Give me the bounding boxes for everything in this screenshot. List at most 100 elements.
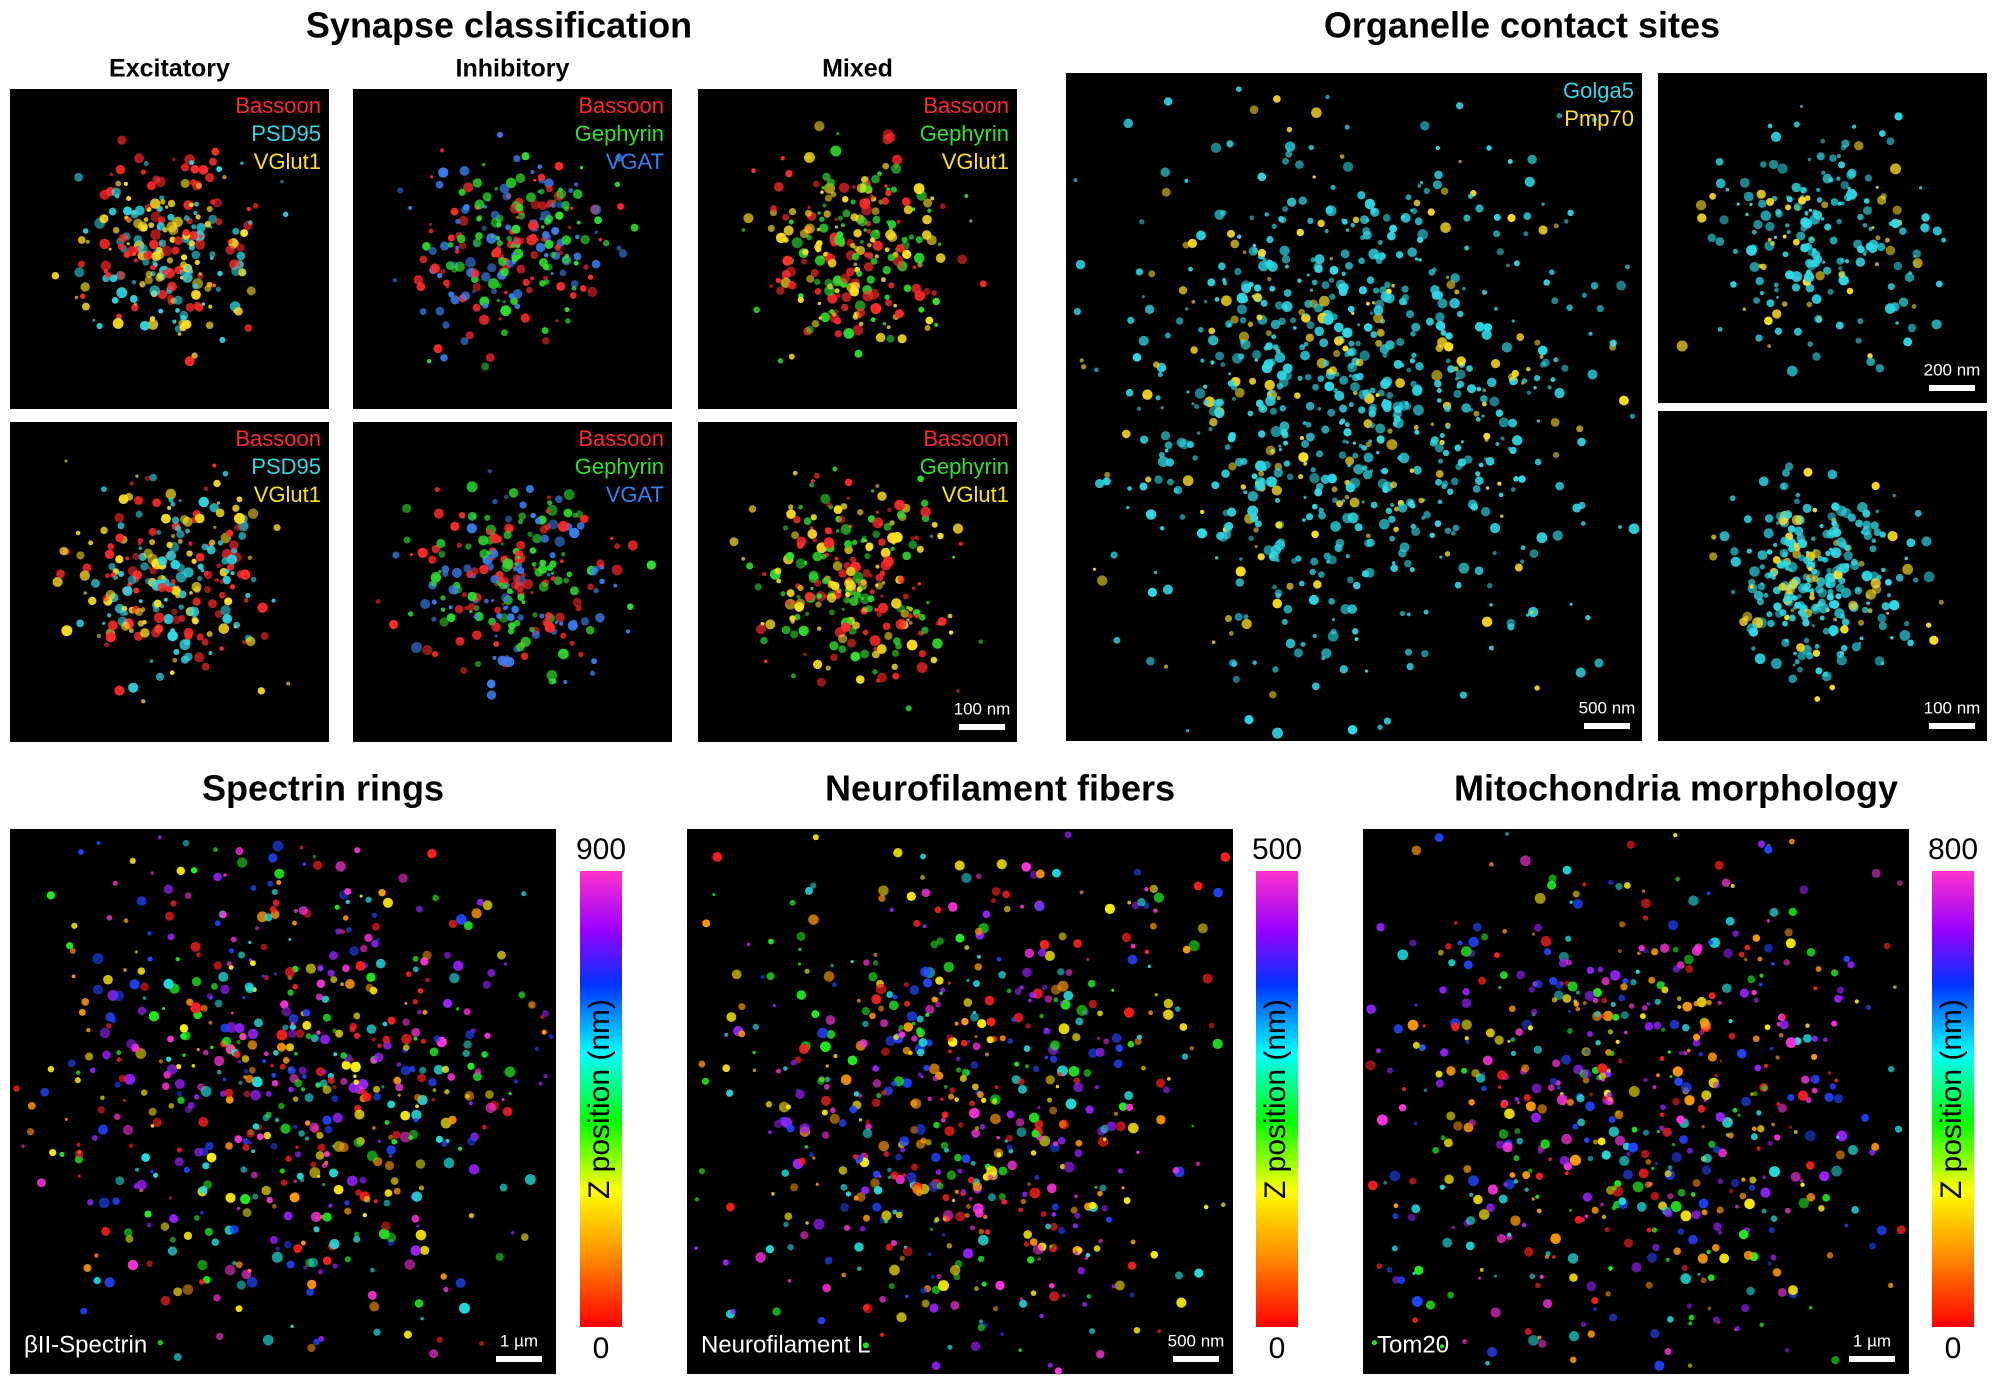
speckle: [322, 1183, 326, 1187]
speckle: [576, 522, 585, 530]
speckle: [1786, 229, 1791, 235]
speckle: [412, 966, 419, 973]
speckle: [1113, 636, 1121, 644]
speckle: [1304, 299, 1313, 309]
speckle: [1572, 503, 1582, 513]
speckle: [341, 1060, 351, 1070]
speckle: [1601, 1214, 1607, 1220]
speckle: [1867, 608, 1873, 614]
speckle: [944, 1147, 950, 1153]
speckle: [1808, 236, 1815, 244]
speckle: [1538, 225, 1548, 235]
speckle: [1869, 545, 1877, 553]
speckle: [1938, 599, 1944, 605]
speckle: [1114, 1280, 1125, 1291]
speckle: [1763, 528, 1774, 539]
speckle: [817, 301, 821, 306]
speckle: [1753, 297, 1760, 304]
speckle: [977, 1323, 985, 1332]
speckle: [752, 1068, 757, 1073]
speckle: [377, 1139, 382, 1143]
speckle: [492, 498, 498, 505]
speckle: [170, 533, 176, 539]
speckle: [1166, 1077, 1171, 1081]
speckle: [1841, 139, 1850, 148]
speckle: [83, 591, 87, 595]
speckle: [332, 1112, 343, 1123]
speckle: [1912, 577, 1919, 583]
speckle: [1102, 477, 1111, 486]
speckle: [1859, 636, 1864, 641]
speckle: [1310, 257, 1316, 263]
speckle: [887, 507, 892, 513]
speckle: [1744, 1198, 1755, 1210]
speckle: [872, 960, 879, 966]
speckle: [1729, 495, 1736, 502]
speckle: [240, 229, 249, 238]
speckle: [1113, 1059, 1123, 1069]
speckle: [1123, 1197, 1131, 1204]
speckle: [1643, 915, 1649, 921]
speckle: [1561, 1054, 1572, 1065]
speckle: [855, 675, 865, 684]
speckle: [934, 322, 939, 327]
speckle: [811, 1010, 820, 1019]
speckle: [541, 1029, 547, 1035]
speckle: [266, 1196, 273, 1204]
speckle: [1686, 1147, 1693, 1154]
speckle: [980, 1097, 987, 1103]
speckle: [1541, 358, 1550, 367]
speckle: [196, 1047, 200, 1052]
speckle: [935, 1001, 942, 1008]
speckle: [485, 1102, 496, 1114]
speckle: [554, 536, 566, 547]
speckle: [1482, 1071, 1486, 1075]
speckle: [190, 164, 200, 174]
speckle: [1774, 287, 1779, 293]
speckle: [1440, 1048, 1449, 1057]
speckle: [1770, 241, 1775, 246]
speckle: [199, 1210, 205, 1215]
speckle: [1531, 1197, 1535, 1201]
speckle: [1594, 658, 1604, 668]
speckle: [1135, 268, 1144, 276]
speckle: [238, 1080, 243, 1085]
speckle: [941, 1233, 946, 1237]
speckle: [454, 249, 460, 254]
speckle: [819, 216, 825, 222]
speckle: [1582, 1001, 1587, 1005]
speckle: [1790, 1171, 1801, 1182]
speckle: [411, 1109, 422, 1121]
speckle: [1529, 549, 1539, 558]
speckle: [1411, 1204, 1421, 1214]
speckle: [1837, 201, 1842, 206]
speckle: [1092, 567, 1096, 571]
speckle: [1500, 514, 1504, 518]
speckle: [1561, 1133, 1572, 1145]
speckle: [436, 272, 443, 279]
speckle: [940, 987, 946, 993]
speckle: [247, 1028, 259, 1040]
speckle: [1453, 1121, 1463, 1131]
speckle: [112, 226, 120, 234]
speckle: [1275, 521, 1283, 529]
speckle: [1638, 1168, 1649, 1179]
speckle: [141, 1153, 150, 1162]
speckle: [1075, 1017, 1084, 1026]
speckle: [1182, 945, 1191, 954]
speckle: [1730, 281, 1737, 288]
speckle: [886, 220, 891, 225]
speckle: [1006, 988, 1012, 994]
speckle: [1286, 473, 1294, 481]
speckle: [1866, 601, 1870, 605]
speckle: [1719, 1253, 1730, 1264]
speckle: [1437, 949, 1444, 956]
speckle: [183, 567, 194, 578]
speckle: [1600, 1014, 1605, 1019]
speckle: [838, 182, 850, 193]
speckle: [964, 945, 970, 951]
speckle: [1182, 241, 1190, 249]
speckle: [1007, 1038, 1014, 1045]
speckle: [1385, 507, 1393, 515]
speckle: [862, 1303, 873, 1314]
